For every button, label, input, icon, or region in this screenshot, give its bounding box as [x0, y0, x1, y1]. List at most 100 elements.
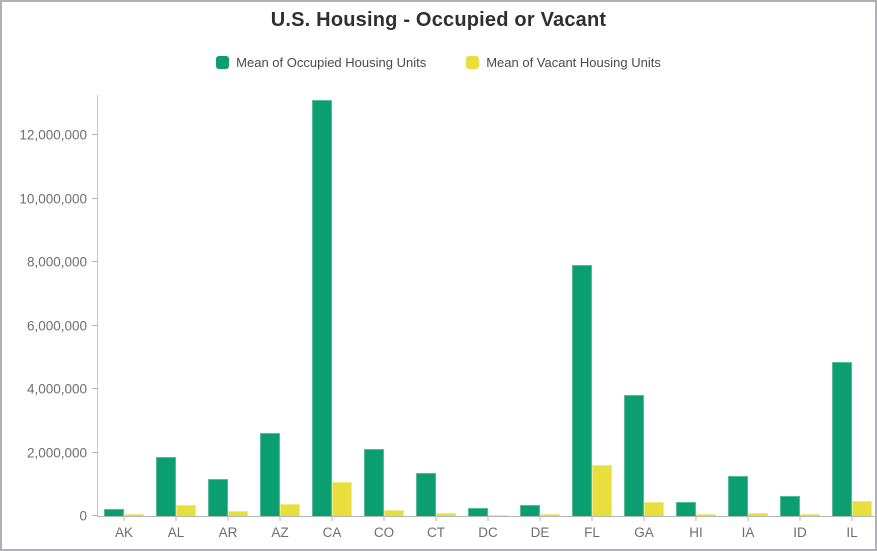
- bar-group-DE: [514, 95, 566, 516]
- y-tick-label: 4,000,000: [26, 381, 87, 397]
- bar-group-DC: [462, 95, 514, 516]
- x-tick-mark: [279, 516, 281, 521]
- vacant-swatch-icon: [466, 56, 480, 69]
- bar-group-GA: [618, 95, 670, 516]
- bar-vacant-CO[interactable]: [384, 510, 404, 516]
- y-tick-mark: [92, 451, 98, 453]
- y-tick-mark: [92, 515, 98, 516]
- x-tick-mark: [747, 516, 749, 521]
- y-tick-label: 10,000,000: [19, 191, 87, 207]
- bar-vacant-IL[interactable]: [852, 501, 872, 516]
- bar-group-IL: [826, 95, 875, 516]
- x-tick-mark: [383, 516, 385, 521]
- x-tick-mark: [331, 516, 333, 521]
- x-tick-mark: [851, 516, 853, 521]
- x-tick-mark: [175, 516, 177, 521]
- bar-vacant-AK[interactable]: [124, 514, 144, 516]
- legend: Mean of Occupied Housing Units Mean of V…: [2, 55, 875, 70]
- bar-occupied-AK[interactable]: [104, 509, 124, 516]
- y-tick-label: 8,000,000: [26, 254, 87, 270]
- bar-vacant-FL[interactable]: [592, 465, 612, 516]
- bar-occupied-CT[interactable]: [416, 473, 436, 516]
- y-tick-label: 0: [79, 508, 87, 524]
- bar-group-AK: [98, 95, 150, 516]
- x-label-IA: IA: [741, 525, 755, 540]
- x-label-CO: CO: [373, 525, 395, 540]
- bar-occupied-ID[interactable]: [780, 496, 800, 516]
- bar-occupied-FL[interactable]: [572, 265, 592, 516]
- x-label-AR: AR: [218, 525, 238, 540]
- y-tick-label: 6,000,000: [26, 318, 87, 334]
- bar-vacant-HI[interactable]: [696, 514, 716, 516]
- chart-title: U.S. Housing - Occupied or Vacant: [270, 9, 607, 31]
- x-tick-mark: [227, 516, 229, 521]
- x-label-DC: DC: [478, 525, 498, 540]
- y-tick-mark: [92, 197, 98, 199]
- bar-vacant-CA[interactable]: [332, 482, 352, 516]
- bar-vacant-CT[interactable]: [436, 513, 456, 516]
- legend-label-vacant: Mean of Vacant Housing Units: [486, 55, 661, 70]
- y-tick-mark: [92, 261, 98, 263]
- x-label-DE: DE: [530, 525, 550, 540]
- bar-group-CA: [306, 95, 358, 516]
- bar-group-CT: [410, 95, 462, 516]
- bar-occupied-IA[interactable]: [728, 476, 748, 516]
- y-tick-mark: [92, 388, 98, 390]
- bar-vacant-AL[interactable]: [176, 505, 196, 516]
- bar-vacant-AR[interactable]: [228, 511, 248, 516]
- x-label-CT: CT: [427, 525, 445, 540]
- y-tick-mark: [92, 324, 98, 326]
- y-tick-mark: [92, 134, 98, 136]
- bar-vacant-DE[interactable]: [540, 514, 560, 516]
- bar-occupied-DE[interactable]: [520, 505, 540, 516]
- bar-vacant-GA[interactable]: [644, 502, 664, 516]
- x-label-FL: FL: [584, 525, 600, 540]
- bar-group-FL: [566, 95, 618, 516]
- bar-occupied-AL[interactable]: [156, 457, 176, 516]
- x-axis-labels: AK AL AR AZ CA CO CT DC DE FL GA HI IA ID IL: [98, 525, 875, 540]
- y-tick-label: 12,000,000: [19, 127, 87, 143]
- bar-group-ID: [774, 95, 826, 516]
- x-tick-mark: [695, 516, 697, 521]
- y-tick-label: 2,000,000: [26, 445, 87, 461]
- bar-group-AR: [202, 95, 254, 516]
- x-label-ID: ID: [793, 525, 807, 540]
- x-tick-mark: [123, 516, 125, 521]
- bar-group-AL: [150, 95, 202, 516]
- bar-vacant-DC[interactable]: [488, 515, 508, 516]
- x-label-IL: IL: [846, 525, 858, 540]
- x-tick-mark: [435, 516, 437, 521]
- x-label-AZ: AZ: [271, 525, 289, 540]
- bar-groups: [98, 95, 875, 516]
- legend-item-vacant[interactable]: Mean of Vacant Housing Units: [466, 55, 661, 70]
- bar-group-AZ: [254, 95, 306, 516]
- x-tick-mark: [539, 516, 541, 521]
- plot-area: AK AL AR AZ CA CO CT DC DE FL GA HI IA ID IL 0 2,000,00…: [19, 95, 875, 540]
- bar-vacant-IA[interactable]: [748, 513, 768, 516]
- x-tick-mark: [799, 516, 801, 521]
- bar-occupied-GA[interactable]: [624, 395, 644, 516]
- bar-group-CO: [358, 95, 410, 516]
- bar-occupied-DC[interactable]: [468, 508, 488, 516]
- x-label-CA: CA: [322, 525, 342, 540]
- bar-vacant-ID[interactable]: [800, 514, 820, 516]
- bar-occupied-CO[interactable]: [364, 449, 384, 516]
- occupied-swatch-icon: [216, 56, 230, 69]
- bar-occupied-HI[interactable]: [676, 502, 696, 516]
- bar-occupied-CA[interactable]: [312, 100, 332, 516]
- legend-item-occupied[interactable]: Mean of Occupied Housing Units: [216, 55, 426, 70]
- x-label-AK: AK: [114, 525, 133, 540]
- x-label-AL: AL: [167, 525, 185, 540]
- x-label-GA: GA: [634, 525, 654, 540]
- legend-label-occupied: Mean of Occupied Housing Units: [236, 55, 427, 70]
- bar-occupied-AR[interactable]: [208, 479, 228, 516]
- x-tick-mark: [643, 516, 645, 521]
- bar-group-IA: [722, 95, 774, 516]
- bar-group-HI: [670, 95, 722, 516]
- bar-occupied-AZ[interactable]: [260, 433, 280, 516]
- x-tick-mark: [487, 516, 489, 521]
- bar-occupied-IL[interactable]: [832, 362, 852, 516]
- x-tick-mark: [591, 516, 593, 521]
- bar-vacant-AZ[interactable]: [280, 504, 300, 516]
